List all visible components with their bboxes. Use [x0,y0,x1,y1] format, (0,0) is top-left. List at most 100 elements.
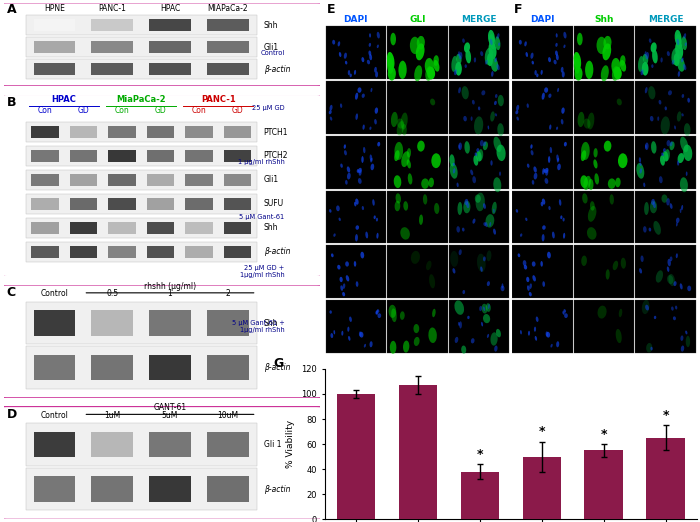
Ellipse shape [337,265,340,269]
Ellipse shape [645,145,647,149]
Bar [92,19,133,31]
Ellipse shape [342,292,345,296]
Ellipse shape [555,51,558,56]
Ellipse shape [389,305,396,318]
Ellipse shape [416,43,424,61]
Ellipse shape [467,316,470,319]
Text: B: B [7,97,16,110]
Bar [574,245,634,298]
Ellipse shape [402,124,407,135]
Ellipse shape [660,155,665,165]
Ellipse shape [535,336,537,341]
Ellipse shape [640,69,643,75]
Text: Con: Con [38,105,52,115]
Ellipse shape [473,155,478,165]
Ellipse shape [483,306,485,311]
Ellipse shape [470,170,473,175]
Ellipse shape [516,105,519,111]
Ellipse shape [606,269,610,280]
Ellipse shape [369,43,371,47]
Text: Shh: Shh [264,21,278,30]
Ellipse shape [355,198,358,205]
Ellipse shape [620,60,626,72]
Ellipse shape [330,333,333,338]
Ellipse shape [550,344,553,348]
Bar [26,146,257,166]
Bar [34,355,76,381]
Bar [326,81,386,134]
Ellipse shape [374,67,377,73]
Bar [26,347,257,389]
Bar [146,245,174,258]
Ellipse shape [464,199,468,205]
Ellipse shape [483,314,490,323]
Bar [574,191,634,243]
Ellipse shape [584,118,591,128]
Bar [26,170,257,190]
Ellipse shape [661,116,670,135]
Bar [26,59,257,79]
Text: PTCH2: PTCH2 [264,151,288,160]
Bar [636,300,696,353]
Ellipse shape [528,292,532,296]
Ellipse shape [354,202,356,206]
Ellipse shape [485,48,493,65]
Bar [584,450,623,519]
Ellipse shape [640,168,642,173]
Text: Control: Control [41,290,69,299]
Ellipse shape [491,333,498,346]
Ellipse shape [531,61,534,65]
Ellipse shape [333,233,336,237]
Ellipse shape [376,311,378,315]
Text: DAPI: DAPI [344,15,368,23]
Ellipse shape [663,151,668,162]
Ellipse shape [370,163,374,170]
Text: D: D [7,408,17,421]
Ellipse shape [561,67,564,73]
Ellipse shape [578,112,584,127]
Ellipse shape [489,222,491,227]
Ellipse shape [520,330,522,335]
Ellipse shape [377,233,379,239]
Ellipse shape [638,56,644,72]
Ellipse shape [649,228,651,232]
Text: Con: Con [115,105,130,115]
Bar [108,174,136,186]
Ellipse shape [682,37,687,50]
Ellipse shape [687,98,690,103]
Text: PTCH1: PTCH1 [264,127,288,137]
Bar [636,191,696,243]
Ellipse shape [339,218,341,221]
Ellipse shape [370,155,372,161]
Bar [512,245,573,298]
Ellipse shape [398,61,407,79]
Ellipse shape [560,216,562,219]
Ellipse shape [354,70,356,75]
Ellipse shape [340,163,343,168]
Ellipse shape [461,346,466,354]
Bar [149,19,191,31]
Ellipse shape [657,116,659,121]
Ellipse shape [650,116,654,122]
Ellipse shape [483,141,486,146]
Bar [223,222,251,234]
Bar [449,136,510,188]
Ellipse shape [673,281,677,286]
Ellipse shape [337,41,340,46]
Ellipse shape [364,344,366,348]
Text: SUFU: SUFU [264,199,284,208]
Ellipse shape [458,51,460,56]
Ellipse shape [651,141,657,153]
Ellipse shape [545,178,548,184]
Ellipse shape [542,281,545,287]
Ellipse shape [548,206,551,210]
Text: GLI: GLI [410,15,426,23]
Bar [26,194,257,214]
Ellipse shape [368,51,371,56]
Ellipse shape [330,116,332,121]
Ellipse shape [677,111,681,122]
Bar [108,126,136,138]
Ellipse shape [636,163,644,179]
Ellipse shape [674,125,676,129]
Ellipse shape [594,148,598,158]
